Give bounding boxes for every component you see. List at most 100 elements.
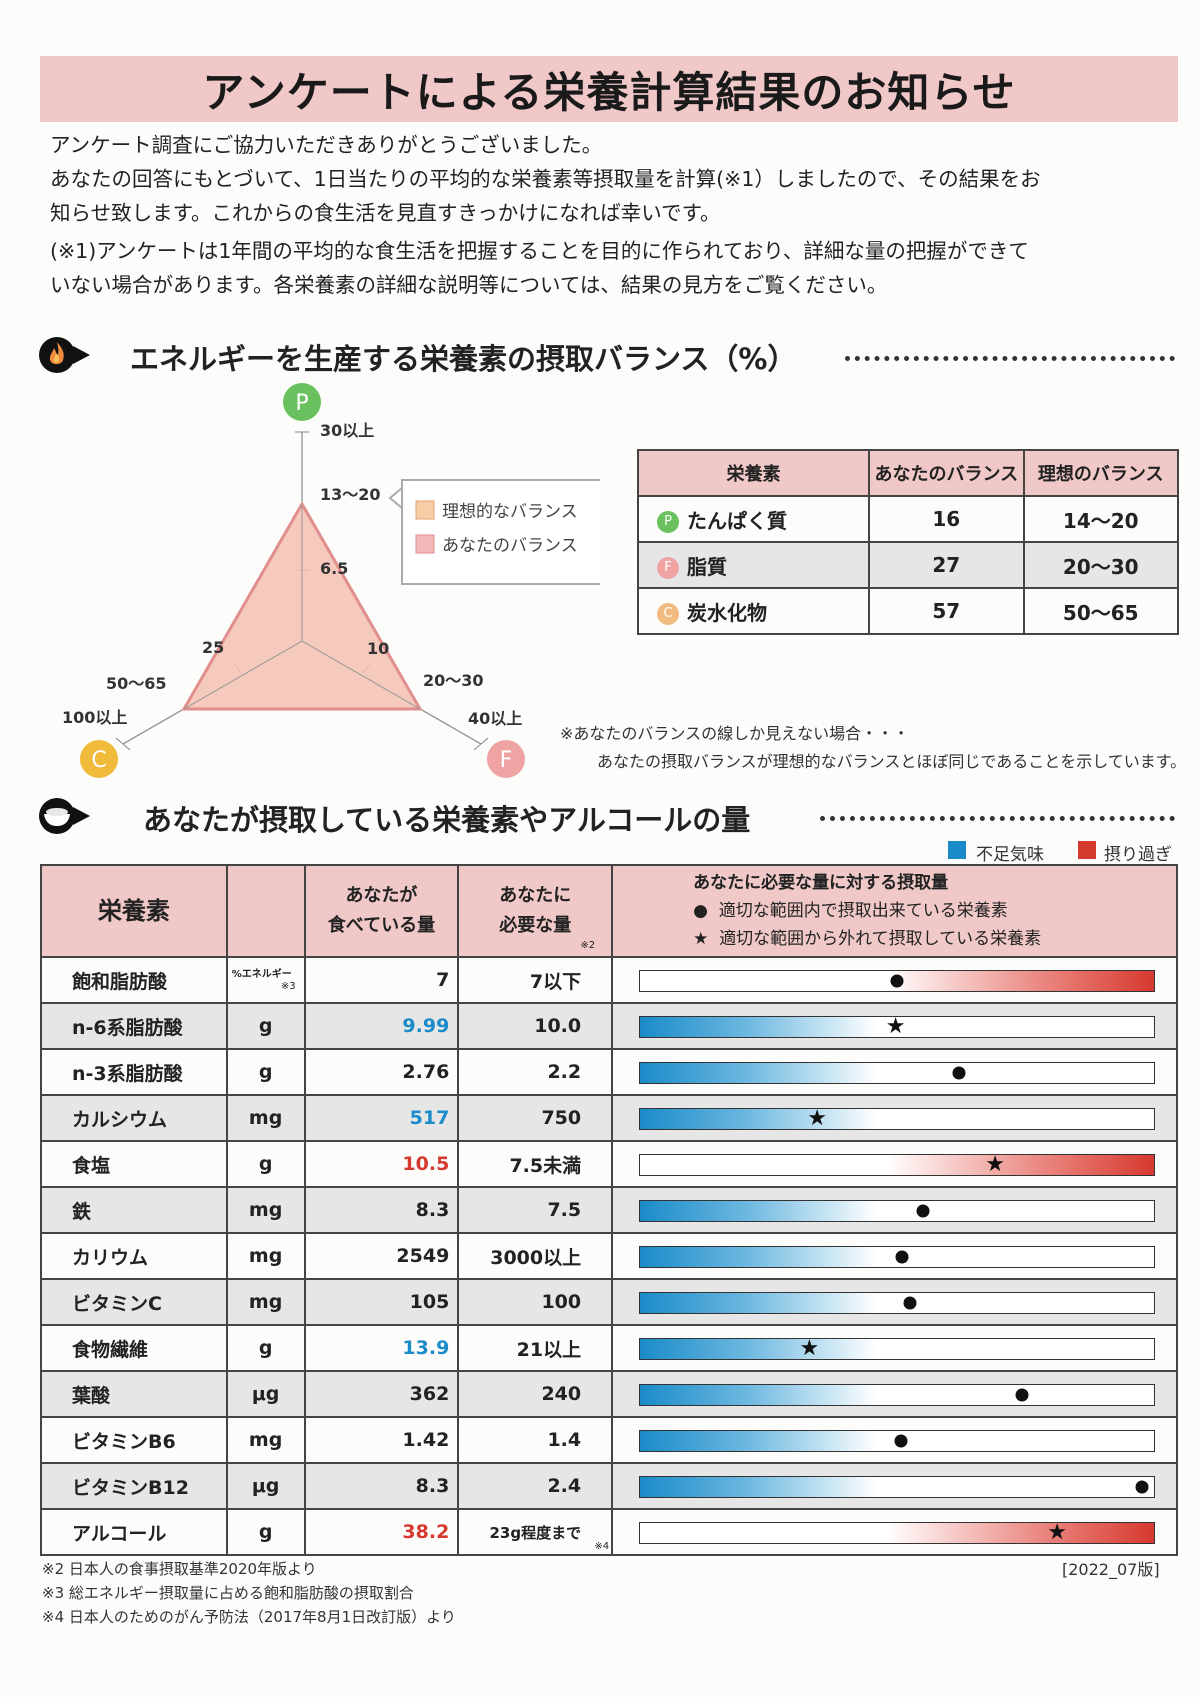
table-row: n-6系脂肪酸 g 9.99 10.0 ★ — [40, 1002, 1178, 1050]
bal-header-yours: あなたのバランス — [868, 449, 1025, 497]
unit-cell: μg — [225, 1462, 306, 1510]
header-bar-star-text: 適切な範囲から外れて摂取している栄養素 — [719, 929, 1042, 949]
intro-note: いない場合があります。各栄養素の詳細な説明等については、結果の見方をご覧ください… — [50, 273, 888, 297]
intake-bar-cell — [611, 1416, 1178, 1464]
intake-value: 10.5 — [303, 1140, 460, 1188]
heading-dots — [845, 356, 1175, 361]
c-mid-label: 25 — [202, 638, 224, 657]
nutrient-name: ビタミンC — [40, 1278, 228, 1326]
unit-cell: mg — [225, 1416, 306, 1464]
unit-label: mg — [248, 1245, 283, 1267]
need-cell: 7.5 — [457, 1186, 614, 1234]
intake-value: 362 — [303, 1370, 460, 1418]
intake-bar-cell: ★ — [611, 1094, 1178, 1142]
nutrient-name: n-6系脂肪酸 — [40, 1002, 228, 1050]
table-row: ビタミンB6 mg 1.42 1.4 — [40, 1416, 1178, 1464]
unit-label: g — [258, 1015, 273, 1037]
header-need-note: ※2 — [580, 940, 596, 951]
intake-bar — [639, 1108, 1156, 1130]
star-icon: ★ — [1047, 1520, 1067, 1545]
bal-header-ideal: 理想のバランス — [1022, 449, 1179, 497]
legend-high-swatch — [1078, 841, 1096, 859]
legend-ideal-label: 理想的なバランス — [442, 502, 578, 522]
section-heading: あなたが摂取している栄養素やアルコールの量 — [143, 803, 751, 837]
carb-badge-icon: C — [657, 603, 679, 625]
intake-value: 13.9 — [303, 1324, 460, 1372]
need-value: 10.0 — [534, 1015, 582, 1037]
section-heading: エネルギーを生産する栄養素の摂取バランス（%） — [130, 342, 797, 376]
header-unit — [225, 864, 306, 958]
need-cell: 2.4 — [457, 1462, 614, 1510]
unit-cell: mg — [225, 1232, 306, 1280]
table-row: 食物繊維 g 13.9 21以上 ★ — [40, 1324, 1178, 1372]
intake-bar-cell — [611, 1370, 1178, 1418]
unit-label: mg — [248, 1291, 283, 1313]
dot-icon — [952, 1066, 966, 1080]
bal-row-protein: P たんぱく質 16 14〜20 — [636, 495, 1179, 543]
balance-note-2: あなたの摂取バランスが理想的なバランスとほぼ同じであることを示しています。 — [597, 752, 1187, 771]
intake-bar-cell — [611, 1232, 1178, 1280]
intake-bar — [639, 1476, 1156, 1498]
deficit-gradient — [640, 1339, 877, 1359]
need-value: 2.4 — [547, 1475, 582, 1497]
intro-text: アンケート調査にご協力いただきありがとうございました。 あなたの回答にもとづいて… — [50, 128, 1170, 302]
intake-value: 38.2 — [303, 1508, 460, 1556]
header-eat-line: 食べている量 — [327, 915, 436, 936]
need-cell: 7.5未満 — [457, 1140, 614, 1188]
unit-label: mg — [248, 1107, 283, 1129]
nutrient-name: カリウム — [40, 1232, 228, 1280]
nutrient-name: 鉄 — [40, 1186, 228, 1234]
need-cell: 23g程度まで ※4 — [457, 1508, 614, 1556]
need-value: 3000以上 — [490, 1246, 582, 1269]
unit-cell: g — [225, 1324, 306, 1372]
intro-line: 知らせ致します。これからの食生活を見直すきっかけになれば幸いです。 — [50, 201, 721, 225]
bal-row-carb: C 炭水化物 57 50〜65 — [636, 587, 1179, 635]
intake-bar-cell: ★ — [611, 1508, 1178, 1556]
unit-label: μg — [251, 1475, 280, 1497]
need-value: 7以下 — [529, 970, 582, 993]
need-cell: 10.0 — [457, 1002, 614, 1050]
bal-name: 脂質 — [687, 554, 727, 579]
intake-value: 2.76 — [303, 1048, 460, 1096]
table-row: 葉酸 μg 362 240 — [40, 1370, 1178, 1418]
header-bar-star-legend: ★ 適切な範囲から外れて摂取している栄養素 — [693, 925, 1176, 953]
need-value: 240 — [541, 1383, 582, 1405]
intake-bar-cell — [611, 1048, 1178, 1096]
need-value: 1.4 — [547, 1429, 582, 1451]
excess-gradient — [886, 1155, 1155, 1175]
need-cell: 3000以上 — [457, 1232, 614, 1280]
bal-name: たんぱく質 — [687, 508, 787, 533]
dot-icon — [916, 1204, 930, 1218]
unit-label: g — [258, 1337, 273, 1359]
bal-name: 炭水化物 — [687, 600, 767, 625]
intake-bar-cell — [611, 1186, 1178, 1234]
unit-cell: g — [225, 1048, 306, 1096]
intake-bar-cell: ★ — [611, 1324, 1178, 1372]
intake-bar — [639, 1154, 1156, 1176]
nutrient-name: カルシウム — [40, 1094, 228, 1142]
intake-bar — [639, 1522, 1156, 1544]
header-need: あなたに 必要な量 ※2 — [457, 864, 614, 958]
fat-badge-letter: F — [500, 748, 513, 773]
intake-bar — [639, 1338, 1156, 1360]
intake-value: 8.3 — [303, 1186, 460, 1234]
need-value: 100 — [541, 1291, 582, 1313]
bal-yours: 57 — [868, 587, 1025, 635]
intake-value: 517 — [303, 1094, 460, 1142]
table-row: カリウム mg 2549 3000以上 — [40, 1232, 1178, 1280]
unit-cell: μg — [225, 1370, 306, 1418]
need-cell: 21以上 — [457, 1324, 614, 1372]
need-cell: 1.4 — [457, 1416, 614, 1464]
protein-badge-icon — [283, 383, 321, 421]
nutrient-name: 食塩 — [40, 1140, 228, 1188]
dot-icon — [903, 1296, 917, 1310]
bal-header-nutrient: 栄養素 — [636, 449, 871, 497]
need-value: 21以上 — [516, 1338, 582, 1361]
unit-label: g — [258, 1061, 273, 1083]
header-bar-dot-legend: ● 適切な範囲内で摂取出来ている栄養素 — [693, 897, 1176, 925]
star-icon: ★ — [693, 929, 709, 949]
unit-cell: %エネルギー ※3 — [225, 956, 306, 1004]
bal-ideal: 50〜65 — [1022, 587, 1179, 635]
dot-icon: ● — [693, 901, 708, 921]
nutrient-name: n-3系脂肪酸 — [40, 1048, 228, 1096]
